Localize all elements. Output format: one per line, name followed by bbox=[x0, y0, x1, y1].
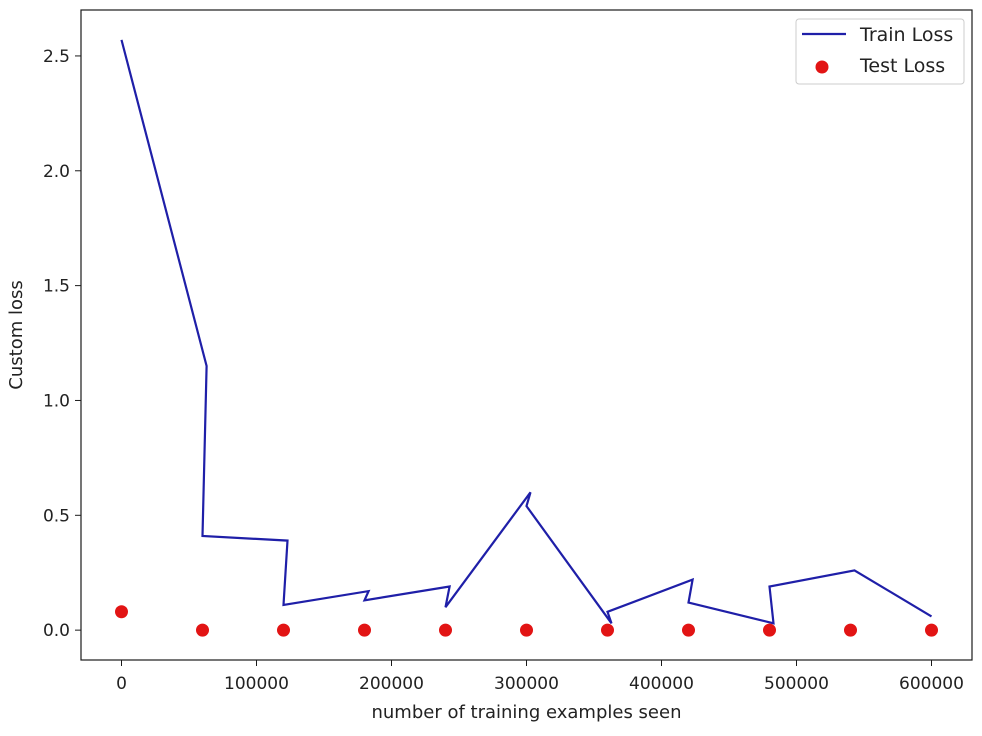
x-tick-label: 200000 bbox=[359, 674, 424, 694]
axes-frame bbox=[80, 9, 973, 661]
legend-test-loss-label: Test Loss bbox=[859, 55, 945, 77]
axis-ticks: 0 100000 200000 300000 400000 500000 600000 0.0… bbox=[43, 47, 964, 694]
series-layer bbox=[115, 39, 938, 637]
x-tick-label: 0 bbox=[116, 674, 127, 694]
y-tick-label: 1.0 bbox=[43, 391, 70, 411]
test-loss-point bbox=[682, 623, 695, 637]
x-tick-label: 100000 bbox=[224, 674, 289, 694]
y-tick-label: 0.0 bbox=[43, 621, 70, 641]
legend-test-loss-swatch bbox=[815, 60, 829, 74]
test-loss-point bbox=[358, 623, 371, 637]
legend-train-loss-label: Train Loss bbox=[859, 24, 953, 46]
x-tick-label: 300000 bbox=[494, 674, 559, 694]
x-tick-label: 500000 bbox=[764, 674, 829, 694]
test-loss-point bbox=[925, 623, 938, 637]
test-loss-point bbox=[115, 605, 128, 619]
test-loss-point bbox=[520, 623, 533, 637]
y-tick-label: 2.5 bbox=[43, 47, 70, 67]
test-loss-point bbox=[196, 623, 209, 637]
test-loss-point bbox=[601, 623, 614, 637]
test-loss-point bbox=[763, 623, 776, 637]
legend-box bbox=[795, 18, 965, 85]
y-tick-label: 2.0 bbox=[43, 162, 70, 182]
test-loss-point bbox=[439, 623, 452, 637]
test-loss-point bbox=[844, 623, 857, 637]
legend: Train Loss Test Loss bbox=[795, 18, 965, 85]
y-tick-label: 0.5 bbox=[43, 506, 70, 526]
x-tick-label: 600000 bbox=[899, 674, 964, 694]
y-axis-label: Custom loss bbox=[6, 280, 27, 389]
x-tick-label: 400000 bbox=[629, 674, 694, 694]
x-axis-label: number of training examples seen bbox=[371, 702, 681, 723]
test-loss-point bbox=[277, 623, 290, 637]
train-loss-line bbox=[120, 39, 933, 625]
y-tick-label: 1.5 bbox=[43, 277, 70, 297]
